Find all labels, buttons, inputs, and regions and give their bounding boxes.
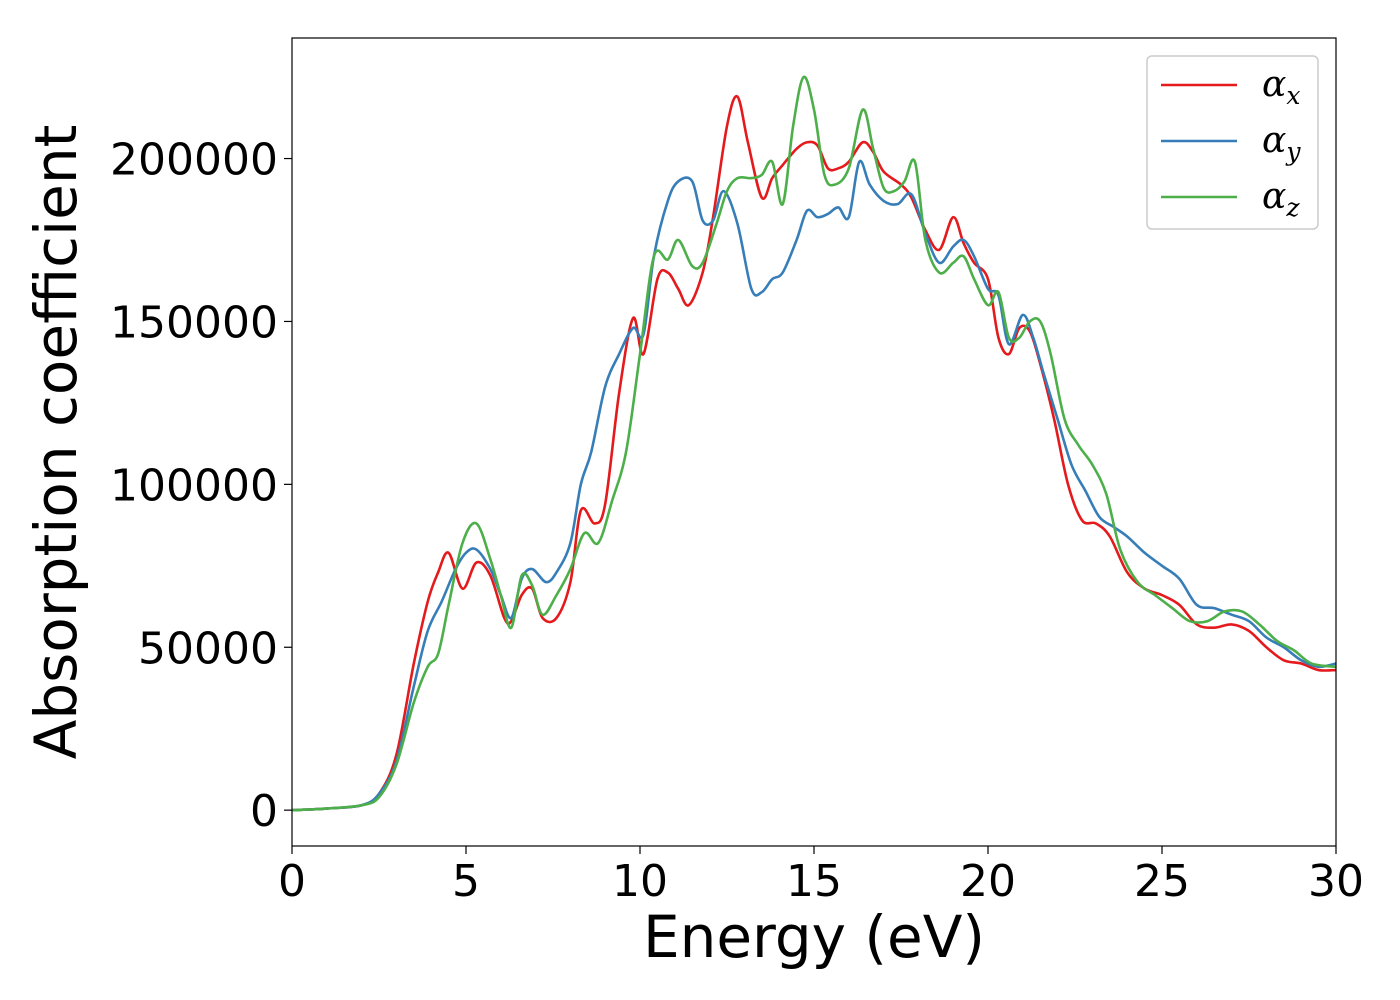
legend-label-z: αz: [1262, 176, 1300, 222]
y-tick-label: 100000: [110, 460, 278, 511]
legend-box: [1146, 55, 1319, 230]
x-tick-label: 5: [452, 856, 480, 907]
series-line-z: [292, 75, 1336, 812]
legend-label-x: αx: [1262, 64, 1300, 110]
x-tick-label: 20: [960, 856, 1016, 907]
x-tick-label: 25: [1134, 856, 1190, 907]
legend: αx αy αz: [1146, 55, 1319, 230]
x-tick-label: 10: [612, 856, 668, 907]
y-tick-label: 200000: [110, 135, 278, 186]
x-axis: 0 5 10 15 20 25 30: [278, 846, 1364, 907]
x-axis-label: Energy (eV): [643, 903, 985, 971]
y-tick-label: 150000: [110, 297, 278, 348]
y-tick-label: 0: [250, 786, 278, 837]
x-tick-label: 30: [1308, 856, 1364, 907]
legend-label-y: αy: [1262, 120, 1301, 166]
plot-lines: [292, 75, 1336, 812]
x-tick-label: 0: [278, 856, 306, 907]
series-line-y: [292, 159, 1336, 812]
x-tick-label: 15: [786, 856, 842, 907]
y-axis-label: Absorption coefficient: [22, 125, 90, 760]
y-axis: 0 50000 100000 150000 200000: [110, 135, 292, 837]
y-tick-label: 50000: [138, 623, 278, 674]
